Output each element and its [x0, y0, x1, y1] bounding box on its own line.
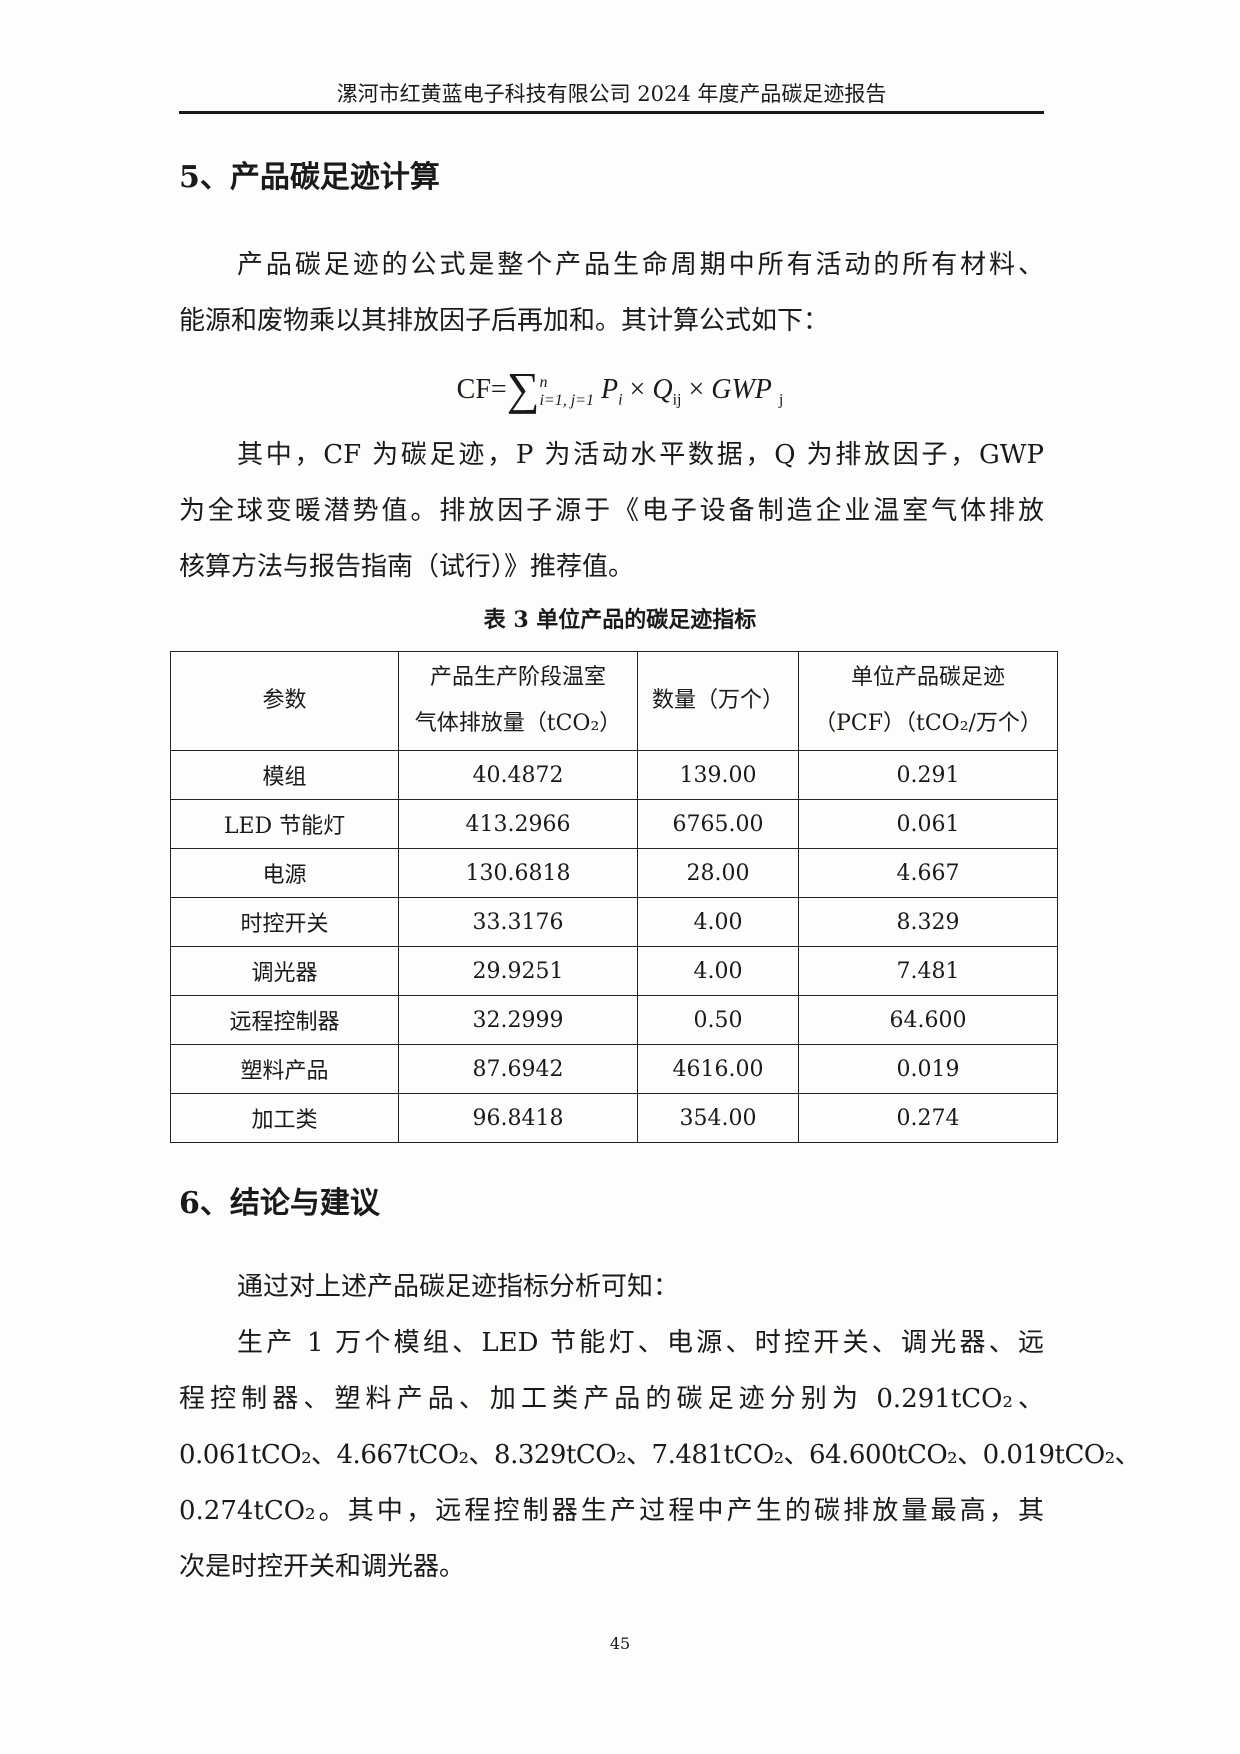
- table-cell: 29.9251: [398, 946, 638, 996]
- table-cell: 模组: [170, 750, 399, 800]
- section-5-heading: 5、产品碳足迹计算: [179, 160, 440, 195]
- table-caption: 表 3 单位产品的碳足迹指标: [483, 607, 757, 633]
- page-number: 45: [609, 1634, 631, 1653]
- formula-lhs: CF=: [456, 374, 507, 405]
- table-cell: LED 节能灯: [170, 799, 399, 849]
- formula-gwp-sub: j: [778, 391, 784, 409]
- paragraph-line: 通过对上述产品碳足迹指标分析可知：: [237, 1272, 680, 1302]
- table-cell: 6765.00: [637, 799, 799, 849]
- paragraph-line: 产品碳足迹的公式是整个产品生命周期中所有活动的所有材料、: [237, 250, 1044, 280]
- formula-gwp: GWP: [711, 374, 772, 405]
- table-cell: 413.2966: [398, 799, 638, 849]
- table-row: 模组 40.4872 139.00 0.291: [170, 750, 1058, 800]
- table-cell: 远程控制器: [170, 995, 399, 1045]
- header-text: 数量（万个）: [651, 688, 784, 713]
- table-cell: 8.329: [798, 897, 1058, 947]
- paragraph-line: 生产 1 万个模组、LED 节能灯、电源、时控开关、调光器、远: [237, 1328, 1044, 1358]
- table-cell: 33.3176: [398, 897, 638, 947]
- running-header: 漯河市红黄蓝电子科技有限公司 2024 年度产品碳足迹报告: [336, 82, 887, 106]
- table-cell: 130.6818: [398, 848, 638, 898]
- table-cell: 电源: [170, 848, 399, 898]
- header-text: 参数: [262, 688, 307, 713]
- table-cell: 4616.00: [637, 1044, 799, 1094]
- table-row: LED 节能灯 413.2966 6765.00 0.061: [170, 799, 1058, 849]
- cf-formula: CF=∑ n i=1, j=1 Pi × Qij × GWP j: [0, 362, 1240, 415]
- table-row: 电源 130.6818 28.00 4.667: [170, 848, 1058, 898]
- header-cell: 产品生产阶段温室 气体排放量（tCO₂）: [398, 651, 638, 751]
- table-header-row: 参数 产品生产阶段温室 气体排放量（tCO₂） 数量（万个） 单位产品碳足迹 （PC…: [170, 651, 1058, 751]
- paragraph-line: 次是时控开关和调光器。: [179, 1552, 466, 1582]
- table-cell: 87.6942: [398, 1044, 638, 1094]
- paragraph-line: 核算方法与报告指南（试行）》推荐值。: [179, 552, 635, 582]
- formula-upper: n: [539, 373, 548, 391]
- table-cell: 0.061: [798, 799, 1058, 849]
- table-cell: 4.00: [637, 946, 799, 996]
- table-cell: 4.667: [798, 848, 1058, 898]
- table-cell: 调光器: [170, 946, 399, 996]
- header-text: （PCF）（tCO₂/万个）: [814, 711, 1042, 736]
- paragraph-line: 其中，CF 为碳足迹，P 为活动水平数据，Q 为排放因子，GWP: [237, 440, 1044, 470]
- formula-q: Q: [652, 374, 673, 405]
- table-row: 调光器 29.9251 4.00 7.481: [170, 946, 1058, 996]
- table-row: 时控开关 33.3176 4.00 8.329: [170, 897, 1058, 947]
- table-cell: 7.481: [798, 946, 1058, 996]
- table-cell: 354.00: [637, 1093, 799, 1143]
- header-text: 气体排放量（tCO₂）: [414, 711, 622, 736]
- table-cell: 0.274: [798, 1093, 1058, 1143]
- paragraph-line: 0.061tCO₂、4.667tCO₂、8.329tCO₂、7.481tCO₂、…: [179, 1440, 1141, 1470]
- formula-lower: i=1, j=1: [539, 391, 594, 409]
- table-cell: 加工类: [170, 1093, 399, 1143]
- table-cell: 塑料产品: [170, 1044, 399, 1094]
- table-cell: 32.2999: [398, 995, 638, 1045]
- table-cell: 28.00: [637, 848, 799, 898]
- table-row: 塑料产品 87.6942 4616.00 0.019: [170, 1044, 1058, 1094]
- table-cell: 4.00: [637, 897, 799, 947]
- table-cell: 40.4872: [398, 750, 638, 800]
- table-row: 加工类 96.8418 354.00 0.274: [170, 1093, 1058, 1143]
- paragraph-line: 能源和废物乘以其排放因子后再加和。其计算公式如下：: [179, 306, 830, 336]
- formula-q-sub: ij: [672, 391, 682, 409]
- formula-p-sub: i: [618, 391, 623, 409]
- table-cell: 0.019: [798, 1044, 1058, 1094]
- times-symbol: ×: [629, 374, 646, 405]
- table-cell: 96.8418: [398, 1093, 638, 1143]
- paragraph-line: 0.274tCO₂。其中，远程控制器生产过程中产生的碳排放量最高，其: [179, 1496, 1044, 1526]
- table-cell: 0.50: [637, 995, 799, 1045]
- header-rule: [179, 111, 1044, 114]
- header-text: 产品生产阶段温室: [429, 665, 606, 690]
- table-cell: 139.00: [637, 750, 799, 800]
- carbon-footprint-table: 参数 产品生产阶段温室 气体排放量（tCO₂） 数量（万个） 单位产品碳足迹 （PC…: [170, 651, 1058, 1143]
- sigma-symbol: ∑: [506, 363, 540, 414]
- formula-p: P: [600, 374, 619, 405]
- times-symbol: ×: [688, 374, 705, 405]
- header-cell: 单位产品碳足迹 （PCF）（tCO₂/万个）: [798, 651, 1058, 751]
- table-cell: 64.600: [798, 995, 1058, 1045]
- section-6-heading: 6、结论与建议: [179, 1186, 380, 1221]
- header-cell: 数量（万个）: [637, 651, 799, 751]
- table-cell: 时控开关: [170, 897, 399, 947]
- paragraph-line: 为全球变暖潜势值。排放因子源于《电子设备制造企业温室气体排放: [179, 496, 1044, 526]
- header-cell: 参数: [170, 651, 399, 751]
- paragraph-line: 程控制器、塑料产品、加工类产品的碳足迹分别为 0.291tCO₂、: [179, 1384, 1044, 1414]
- table-row: 远程控制器 32.2999 0.50 64.600: [170, 995, 1058, 1045]
- header-text: 单位产品碳足迹: [850, 665, 1005, 690]
- table-cell: 0.291: [798, 750, 1058, 800]
